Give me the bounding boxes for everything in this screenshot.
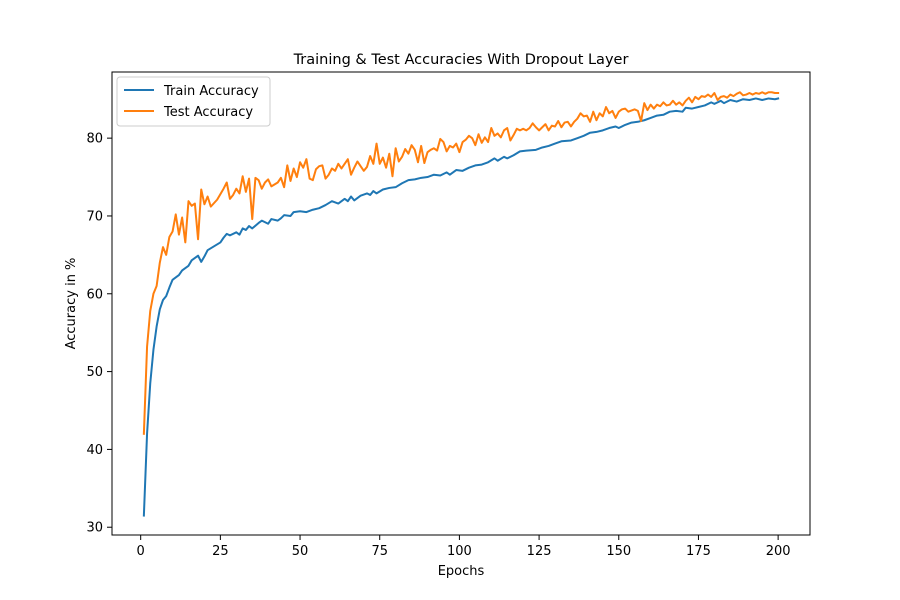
x-axis: 0 25 50 75 100 125 150 175 200 xyxy=(137,535,791,559)
x-tick-label: 150 xyxy=(606,544,631,559)
x-tick-label: 175 xyxy=(686,544,711,559)
y-tick-label: 50 xyxy=(86,365,103,380)
plot-frame xyxy=(111,71,811,536)
x-tick-label: 125 xyxy=(527,544,552,559)
y-axis-label: Accuracy in % xyxy=(64,258,79,350)
legend-label-test: Test Accuracy xyxy=(163,105,253,120)
y-tick-label: 70 xyxy=(86,209,103,224)
y-axis: 30 40 50 60 70 80 xyxy=(86,132,112,536)
y-tick-label: 40 xyxy=(86,443,103,458)
y-tick-label: 80 xyxy=(86,132,103,147)
legend-frame xyxy=(116,76,271,127)
y-tick-label: 30 xyxy=(86,521,103,536)
x-axis-label: Epochs xyxy=(438,564,485,579)
series-line-test xyxy=(142,91,780,435)
x-tick-label: 100 xyxy=(447,544,472,559)
x-tick-label: 75 xyxy=(371,544,388,559)
plot-area xyxy=(112,72,810,535)
series-lines xyxy=(142,91,780,517)
chart-title: Training & Test Accuracies With Dropout … xyxy=(293,52,629,68)
x-tick-label: 200 xyxy=(766,544,791,559)
x-tick-label: 0 xyxy=(137,544,145,559)
series-line-train xyxy=(142,97,780,517)
legend-label-train: Train Accuracy xyxy=(163,84,259,99)
y-tick-label: 60 xyxy=(86,287,103,302)
x-tick-label: 25 xyxy=(212,544,229,559)
legend: Train Accuracy Test Accuracy xyxy=(116,76,271,127)
x-tick-label: 50 xyxy=(292,544,309,559)
